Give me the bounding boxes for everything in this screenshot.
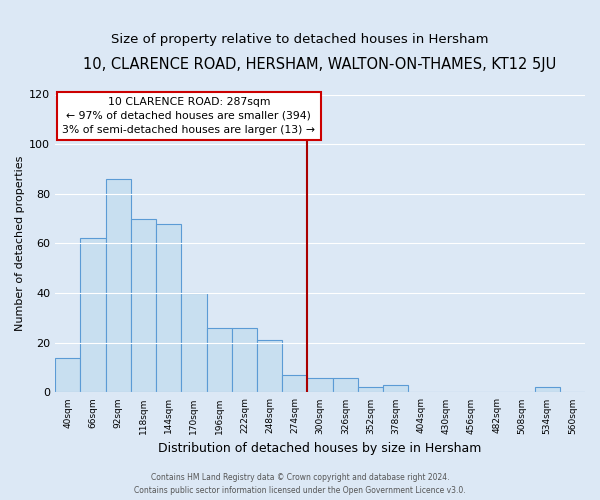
Bar — [156, 224, 181, 392]
X-axis label: Distribution of detached houses by size in Hersham: Distribution of detached houses by size … — [158, 442, 482, 455]
Bar — [282, 375, 307, 392]
Title: 10, CLARENCE ROAD, HERSHAM, WALTON-ON-THAMES, KT12 5JU: 10, CLARENCE ROAD, HERSHAM, WALTON-ON-TH… — [83, 58, 557, 72]
Bar — [332, 378, 358, 392]
Y-axis label: Number of detached properties: Number of detached properties — [15, 156, 25, 331]
Bar — [206, 328, 232, 392]
Text: Size of property relative to detached houses in Hersham: Size of property relative to detached ho… — [111, 32, 489, 46]
Bar — [131, 218, 156, 392]
Bar — [232, 328, 257, 392]
Bar — [383, 385, 409, 392]
Text: Contains HM Land Registry data © Crown copyright and database right 2024.
Contai: Contains HM Land Registry data © Crown c… — [134, 474, 466, 495]
Text: 10 CLARENCE ROAD: 287sqm
← 97% of detached houses are smaller (394)
3% of semi-d: 10 CLARENCE ROAD: 287sqm ← 97% of detach… — [62, 97, 316, 135]
Bar — [358, 388, 383, 392]
Bar — [106, 179, 131, 392]
Bar — [307, 378, 332, 392]
Bar — [257, 340, 282, 392]
Bar — [535, 388, 560, 392]
Bar — [55, 358, 80, 392]
Bar — [80, 238, 106, 392]
Bar — [181, 293, 206, 392]
